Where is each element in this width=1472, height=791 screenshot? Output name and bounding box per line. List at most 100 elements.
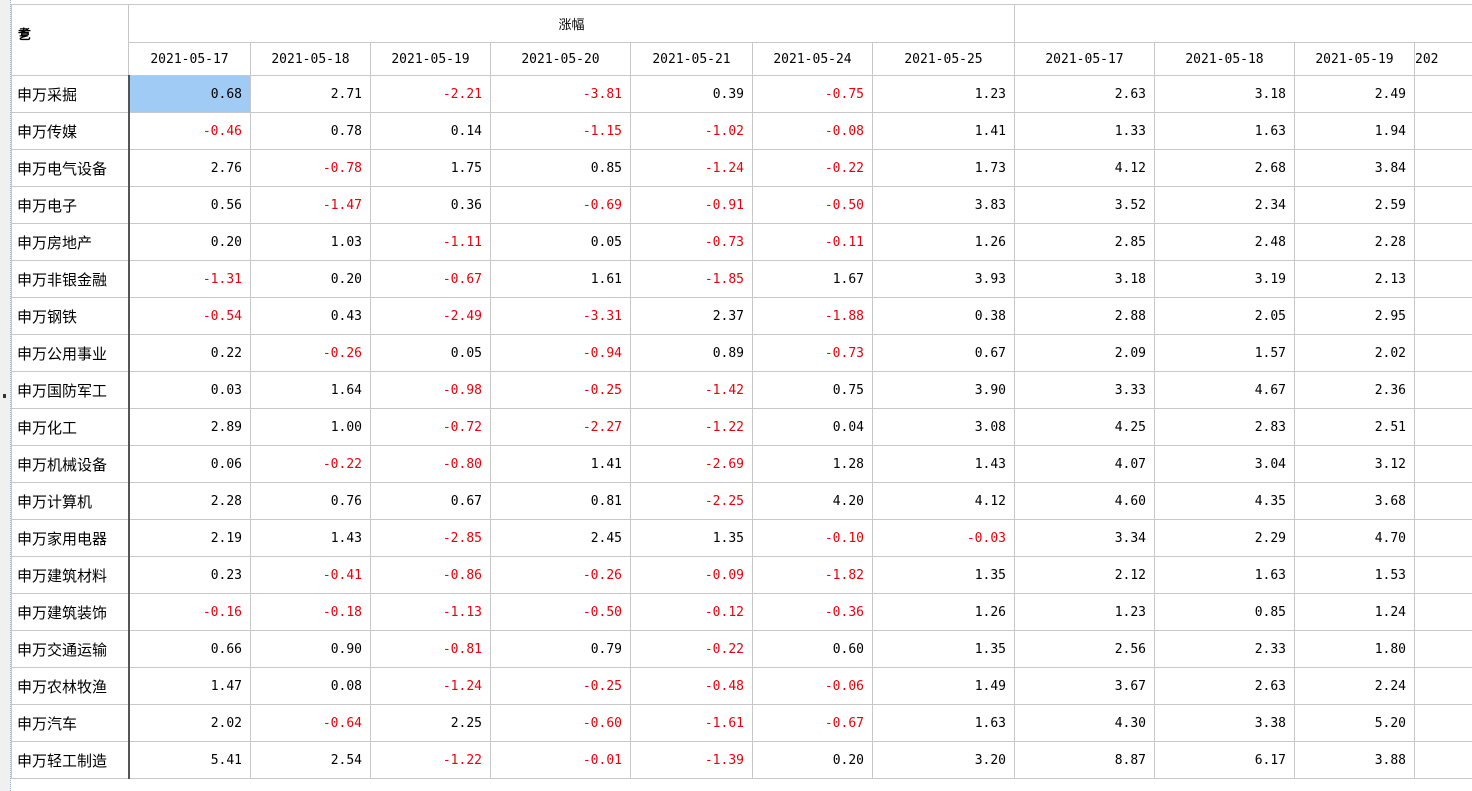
data-cell[interactable]: 2.89 (128, 408, 251, 446)
data-cell[interactable]: -3.31 (490, 297, 631, 335)
data-cell[interactable]: 4.12 (1014, 149, 1155, 187)
data-cell[interactable]: -1.15 (490, 112, 631, 150)
data-cell[interactable] (1414, 408, 1472, 446)
data-cell[interactable] (1414, 75, 1472, 113)
data-cell[interactable]: 2.19 (128, 519, 251, 557)
data-cell[interactable] (1414, 519, 1472, 557)
data-cell[interactable]: -2.85 (370, 519, 491, 557)
data-cell[interactable]: 1.63 (872, 704, 1015, 742)
data-cell[interactable]: 1.63 (1154, 556, 1295, 594)
data-cell[interactable]: -0.36 (752, 593, 873, 631)
data-cell[interactable]: -2.27 (490, 408, 631, 446)
data-cell[interactable]: 4.25 (1014, 408, 1155, 446)
data-cell[interactable]: 0.43 (250, 297, 371, 335)
data-cell[interactable]: 3.12 (1294, 445, 1415, 483)
data-cell[interactable]: 0.66 (128, 630, 251, 668)
data-cell[interactable]: -0.80 (370, 445, 491, 483)
data-cell[interactable] (1414, 112, 1472, 150)
data-cell[interactable]: 3.04 (1154, 445, 1295, 483)
data-cell[interactable]: 3.90 (872, 371, 1015, 409)
data-cell[interactable]: 4.30 (1014, 704, 1155, 742)
data-cell[interactable]: 5.20 (1294, 704, 1415, 742)
data-cell[interactable]: 2.05 (1154, 297, 1295, 335)
row-header-cell[interactable]: 申万家用电器 (11, 519, 130, 557)
data-cell[interactable]: 3.18 (1154, 75, 1295, 113)
data-cell[interactable]: -1.13 (370, 593, 491, 631)
data-cell[interactable]: 2.49 (1294, 75, 1415, 113)
data-cell[interactable]: -1.31 (128, 260, 251, 298)
data-cell[interactable]: 1.94 (1294, 112, 1415, 150)
data-cell[interactable]: 4.12 (872, 482, 1015, 520)
data-cell[interactable]: -0.25 (490, 371, 631, 409)
data-cell[interactable]: 0.56 (128, 186, 251, 224)
data-cell[interactable]: 2.28 (1294, 223, 1415, 261)
data-cell[interactable]: 2.83 (1154, 408, 1295, 446)
date-header-cell[interactable]: 2021-05-21 (630, 42, 753, 76)
data-cell[interactable] (1414, 593, 1472, 631)
date-header-cell[interactable]: 202 (1414, 42, 1472, 76)
data-cell[interactable]: 1.26 (872, 593, 1015, 631)
data-cell[interactable]: 2.13 (1294, 260, 1415, 298)
data-cell[interactable]: 1.49 (872, 667, 1015, 705)
data-cell[interactable] (1414, 260, 1472, 298)
data-cell[interactable]: -0.60 (490, 704, 631, 742)
data-cell[interactable]: 0.78 (250, 112, 371, 150)
data-cell[interactable]: 8.87 (1014, 741, 1155, 779)
data-cell[interactable]: 3.34 (1014, 519, 1155, 557)
data-cell[interactable]: -0.25 (490, 667, 631, 705)
data-cell[interactable]: 3.20 (872, 741, 1015, 779)
row-header-cell[interactable]: 申万农林牧渔 (11, 667, 130, 705)
data-cell[interactable] (1414, 704, 1472, 742)
data-cell[interactable]: 3.93 (872, 260, 1015, 298)
data-cell[interactable]: 2.02 (1294, 334, 1415, 372)
data-cell[interactable] (1414, 741, 1472, 779)
row-header-cell[interactable]: 申万建筑材料 (11, 556, 130, 594)
data-cell[interactable]: 2.88 (1014, 297, 1155, 335)
data-cell[interactable]: -1.42 (630, 371, 753, 409)
data-cell[interactable]: -0.94 (490, 334, 631, 372)
data-cell[interactable]: -0.08 (752, 112, 873, 150)
data-cell[interactable]: 2.36 (1294, 371, 1415, 409)
data-cell[interactable] (1414, 445, 1472, 483)
data-cell[interactable]: 3.68 (1294, 482, 1415, 520)
data-cell[interactable]: -1.24 (630, 149, 753, 187)
data-cell[interactable]: 0.05 (370, 334, 491, 372)
data-cell[interactable]: -2.25 (630, 482, 753, 520)
data-cell[interactable]: -0.50 (752, 186, 873, 224)
data-cell[interactable]: -0.54 (128, 297, 251, 335)
row-header-cell[interactable]: 申万采掘 (11, 75, 130, 113)
data-cell[interactable]: -0.98 (370, 371, 491, 409)
data-cell[interactable]: 2.25 (370, 704, 491, 742)
data-cell[interactable]: -0.73 (630, 223, 753, 261)
data-cell[interactable]: 1.47 (128, 667, 251, 705)
data-cell[interactable]: 1.23 (1014, 593, 1155, 631)
data-cell[interactable]: -0.72 (370, 408, 491, 446)
left-splitter[interactable] (0, 0, 11, 791)
data-cell[interactable] (1414, 297, 1472, 335)
data-grid[interactable]: 乽 涨幅 振 2021-05-172021-05-182021-05-19202… (11, 4, 1472, 791)
data-cell[interactable] (1414, 556, 1472, 594)
data-cell[interactable]: 2.56 (1014, 630, 1155, 668)
data-cell[interactable]: 0.68 (128, 75, 251, 113)
data-cell[interactable]: 2.71 (250, 75, 371, 113)
data-cell[interactable] (1414, 223, 1472, 261)
data-cell[interactable] (1414, 371, 1472, 409)
data-cell[interactable]: 1.53 (1294, 556, 1415, 594)
data-cell[interactable]: 2.48 (1154, 223, 1295, 261)
data-cell[interactable]: 2.95 (1294, 297, 1415, 335)
data-cell[interactable] (1414, 334, 1472, 372)
data-cell[interactable]: 1.24 (1294, 593, 1415, 631)
data-cell[interactable] (1414, 630, 1472, 668)
date-header-cell[interactable]: 2021-05-20 (490, 42, 631, 76)
data-cell[interactable]: 1.75 (370, 149, 491, 187)
row-header-cell[interactable]: 申万国防军工 (11, 371, 130, 409)
data-cell[interactable]: 1.80 (1294, 630, 1415, 668)
data-cell[interactable]: 3.18 (1014, 260, 1155, 298)
data-cell[interactable]: 1.57 (1154, 334, 1295, 372)
data-cell[interactable]: -0.91 (630, 186, 753, 224)
data-cell[interactable]: 0.39 (630, 75, 753, 113)
data-cell[interactable]: -0.41 (250, 556, 371, 594)
data-cell[interactable]: 4.07 (1014, 445, 1155, 483)
row-header-cell[interactable]: 申万化工 (11, 408, 130, 446)
data-cell[interactable]: 0.67 (370, 482, 491, 520)
